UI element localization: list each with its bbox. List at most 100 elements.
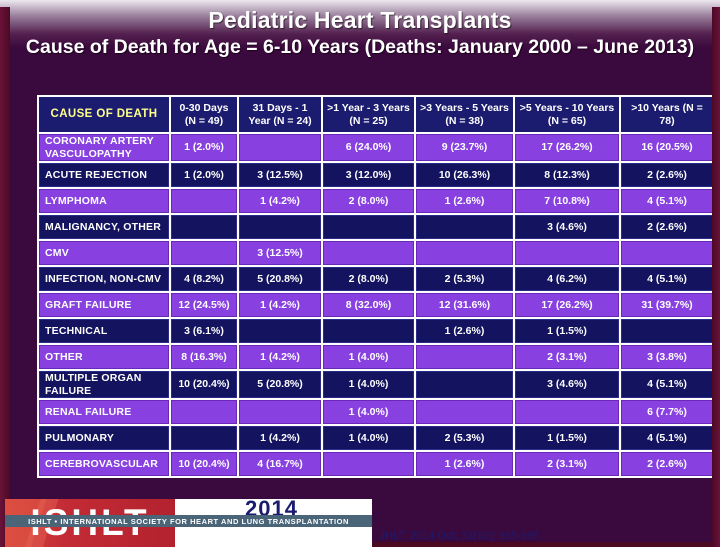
value-cell: 12 (31.6%): [414, 291, 515, 320]
value-cell: 4 (6.2%): [513, 265, 621, 294]
value-cell: [321, 450, 416, 479]
value-cell: 17 (26.2%): [513, 291, 621, 320]
value-cell: [169, 398, 239, 427]
table-row: TECHNICAL 3 (6.1%) 1 (2.6%) 1 (1.5%): [37, 317, 715, 346]
citation: JHLT. 2014 Oct; 33(10): 985-995: [379, 530, 539, 542]
value-cell: 8 (32.0%): [321, 291, 416, 320]
value-cell: [237, 398, 323, 427]
row-label-cell: TECHNICAL: [37, 317, 171, 346]
row-label-cell: OTHER: [37, 343, 171, 372]
value-cell: 4 (5.1%): [619, 424, 715, 453]
value-cell: [169, 187, 239, 216]
value-cell: [619, 239, 715, 268]
value-cell: [619, 317, 715, 346]
value-cell: [513, 239, 621, 268]
table-row: CMV 3 (12.5%): [37, 239, 715, 268]
value-cell: 1 (4.2%): [237, 187, 323, 216]
row-label-cell: CMV: [37, 239, 171, 268]
page-subtitle: Cause of Death for Age = 6-10 Years (Dea…: [25, 36, 695, 58]
value-cell: 3 (3.8%): [619, 343, 715, 372]
value-cell: [414, 239, 515, 268]
page-title: Pediatric Heart Transplants: [208, 7, 512, 33]
value-cell: 1 (2.6%): [414, 187, 515, 216]
table-row: LYMPHOMA 1 (4.2%) 2 (8.0%) 1 (2.6%) 7 (10.8%…: [37, 187, 715, 216]
value-cell: [237, 317, 323, 346]
table-row: OTHER 8 (16.3%) 1 (4.2%) 1 (4.0%) 2 (3.1%) 3 …: [37, 343, 715, 372]
value-cell: 1 (4.2%): [237, 343, 323, 372]
value-cell: 1 (4.2%): [237, 424, 323, 453]
value-cell: 4 (5.1%): [619, 187, 715, 216]
row-label-cell: MULTIPLE ORGAN FAILURE: [37, 369, 171, 401]
logo-banner: ISHLT • INTERNATIONAL SOCIETY FOR HEART …: [5, 515, 372, 527]
value-cell: [169, 213, 239, 242]
value-cell: 31 (39.7%): [619, 291, 715, 320]
table-row: PULMONARY 1 (4.2%) 1 (4.0%) 2 (5.3%) 1 (1.5%…: [37, 424, 715, 453]
value-cell: 17 (26.2%): [513, 131, 621, 164]
column-header-cell: >3 Years - 5 Years (N = 38): [414, 95, 515, 134]
row-label-cell: PULMONARY: [37, 424, 171, 453]
value-cell: 3 (12.5%): [237, 239, 323, 268]
value-cell: 4 (5.1%): [619, 265, 715, 294]
value-cell: [414, 369, 515, 401]
value-cell: 10 (20.4%): [169, 369, 239, 401]
value-cell: 5 (20.8%): [237, 265, 323, 294]
column-header-cell: >1 Year - 3 Years (N = 25): [321, 95, 416, 134]
value-cell: 1 (4.0%): [321, 343, 416, 372]
column-header-cell: >10 Years (N = 78): [619, 95, 715, 134]
value-cell: 1 (1.5%): [513, 424, 621, 453]
row-label-cell: ACUTE REJECTION: [37, 161, 171, 190]
table-row: MALIGNANCY, OTHER 3 (4.6%) 2 (2.6%): [37, 213, 715, 242]
value-cell: 2 (8.0%): [321, 265, 416, 294]
slide-background: { "slide": { "title": "Pediatric Heart T…: [0, 7, 720, 547]
value-cell: 12 (24.5%): [169, 291, 239, 320]
value-cell: 4 (5.1%): [619, 369, 715, 401]
value-cell: 2 (3.1%): [513, 343, 621, 372]
ishlt-logo: 2014 JHLT. 2014 Oct; 33(10): 985-995 ISH…: [5, 497, 539, 547]
value-cell: [321, 213, 416, 242]
table-row: ACUTE REJECTION 1 (2.0%) 3 (12.5%) 3 (12.0%…: [37, 161, 715, 190]
value-cell: 2 (3.1%): [513, 450, 621, 479]
value-cell: 2 (8.0%): [321, 187, 416, 216]
value-cell: 5 (20.8%): [237, 369, 323, 401]
value-cell: 16 (20.5%): [619, 131, 715, 164]
value-cell: [414, 343, 515, 372]
value-cell: 2 (2.6%): [619, 213, 715, 242]
table-row: GRAFT FAILURE 12 (24.5%) 1 (4.2%) 8 (32.0%)…: [37, 291, 715, 320]
value-cell: [414, 398, 515, 427]
value-cell: 3 (4.6%): [513, 213, 621, 242]
value-cell: 2 (5.3%): [414, 424, 515, 453]
row-label-cell: RENAL FAILURE: [37, 398, 171, 427]
cause-of-death-table: CAUSE OF DEATH 0-30 Days (N = 49) 31 Days …: [37, 95, 715, 479]
value-cell: 7 (10.8%): [513, 187, 621, 216]
value-cell: 2 (2.6%): [619, 450, 715, 479]
table-row: RENAL FAILURE 1 (4.0%) 6 (7.7%): [37, 398, 715, 427]
value-cell: [169, 239, 239, 268]
column-header-cell: >5 Years - 10 Years (N = 65): [513, 95, 621, 134]
table-row: CORONARY ARTERY VASCULOPATHY 1 (2.0%) 6 (2…: [37, 131, 715, 164]
value-cell: 6 (7.7%): [619, 398, 715, 427]
value-cell: [237, 131, 323, 164]
row-label-cell: CORONARY ARTERY VASCULOPATHY: [37, 131, 171, 164]
column-header-cell: 0-30 Days (N = 49): [169, 95, 239, 134]
corner-header-cell: CAUSE OF DEATH: [37, 95, 171, 134]
table-row: CEREBROVASCULAR 10 (20.4%) 4 (16.7%) 1 (2.6…: [37, 450, 715, 479]
value-cell: 1 (2.6%): [414, 317, 515, 346]
value-cell: 3 (12.0%): [321, 161, 416, 190]
table-header-row: CAUSE OF DEATH 0-30 Days (N = 49) 31 Days …: [37, 95, 715, 134]
value-cell: 1 (2.0%): [169, 161, 239, 190]
value-cell: 3 (6.1%): [169, 317, 239, 346]
value-cell: 4 (8.2%): [169, 265, 239, 294]
value-cell: 10 (20.4%): [169, 450, 239, 479]
left-edge-border: [0, 7, 10, 547]
row-label-cell: CEREBROVASCULAR: [37, 450, 171, 479]
row-label-cell: MALIGNANCY, OTHER: [37, 213, 171, 242]
value-cell: [169, 424, 239, 453]
right-edge-border: [712, 7, 720, 547]
value-cell: 1 (4.0%): [321, 369, 416, 401]
value-cell: 10 (26.3%): [414, 161, 515, 190]
row-label-cell: LYMPHOMA: [37, 187, 171, 216]
value-cell: [414, 213, 515, 242]
table-row: INFECTION, NON-CMV 4 (8.2%) 5 (20.8%) 2 (8.…: [37, 265, 715, 294]
value-cell: [237, 213, 323, 242]
value-cell: 1 (2.0%): [169, 131, 239, 164]
